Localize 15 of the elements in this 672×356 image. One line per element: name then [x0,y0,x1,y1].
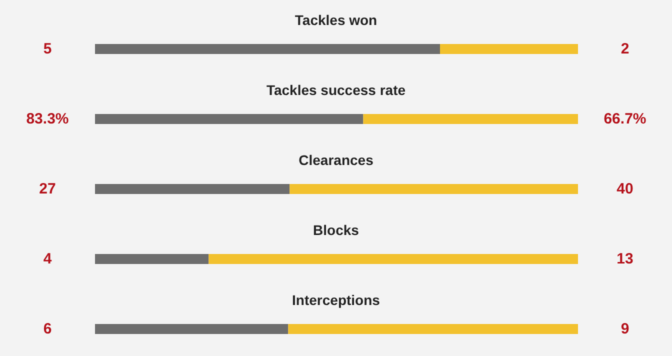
data-label: 13 [616,250,634,268]
data-label: 40 [616,180,634,198]
chart-title: Tackles success rate [265,81,407,100]
data-label: 5 [43,40,52,58]
data-label: 4 [43,250,52,268]
chart-title: Interceptions [291,291,381,310]
data-label: 27 [39,180,56,198]
data-label: 2 [620,40,630,58]
chart-title: Tackles won [294,11,378,30]
chart-title: Blocks [312,221,360,240]
data-label: 6 [43,320,52,338]
chart-title: Clearances [298,151,374,170]
data-label: 66.7% [604,110,646,128]
data-label: 83.3% [26,110,69,128]
data-label: 9 [620,320,630,338]
